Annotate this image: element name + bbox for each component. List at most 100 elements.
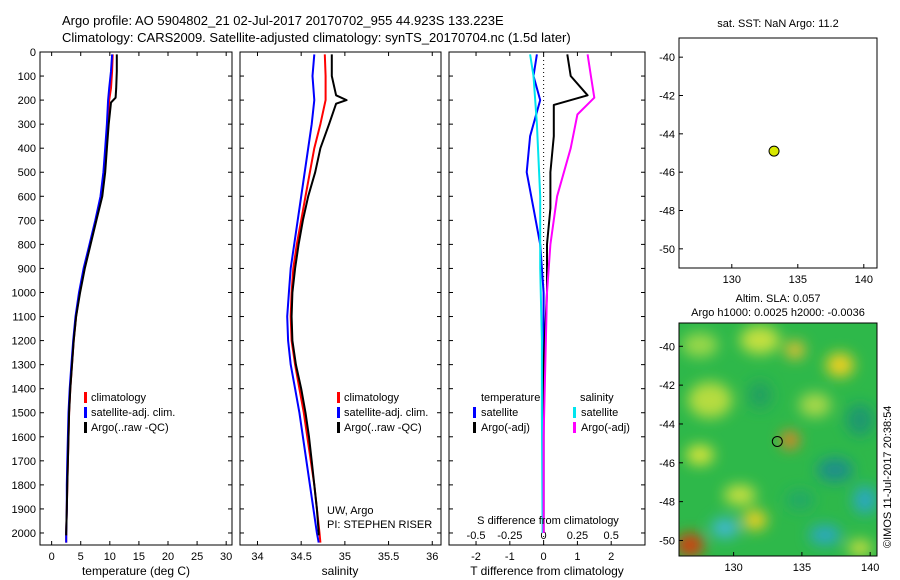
x-tick-label: 34 bbox=[251, 551, 263, 563]
legend-label-s-satellite: satellite bbox=[581, 407, 618, 419]
series-line-argo-raw-qc bbox=[290, 54, 348, 536]
legend-swatch-argo bbox=[337, 422, 340, 433]
sla-blob bbox=[853, 486, 877, 514]
sst-map-title: sat. SST: NaN Argo: 11.2 bbox=[717, 18, 838, 30]
y-tick-label: 400 bbox=[18, 143, 36, 155]
difference-top-axis-label: S difference from climatology bbox=[477, 515, 619, 527]
x-tick-label: 34.5 bbox=[290, 551, 311, 563]
x-tick-label: 135 bbox=[793, 562, 811, 574]
legend-header-temperature: temperature bbox=[481, 392, 540, 404]
sla-blob bbox=[743, 510, 767, 530]
top-tick-label: 0.5 bbox=[604, 530, 619, 542]
y-tick-label: -48 bbox=[659, 497, 675, 509]
legend-swatch-s-argo bbox=[573, 422, 576, 433]
y-tick-label: 1000 bbox=[12, 287, 36, 299]
sla-blob bbox=[786, 490, 814, 510]
y-tick-label: 1900 bbox=[12, 504, 36, 516]
legend-swatch-argo bbox=[84, 422, 87, 433]
legend-swatch-climatology bbox=[337, 392, 340, 403]
legend-label-s-argo: Argo(-adj) bbox=[581, 422, 630, 434]
temperature-xlabel: temperature (deg C) bbox=[82, 564, 190, 578]
legend-swatch-t-argo bbox=[473, 422, 476, 433]
difference-lines bbox=[525, 54, 596, 534]
x-tick-label: 2 bbox=[608, 551, 614, 563]
sla-blob bbox=[781, 431, 799, 449]
sla-blob bbox=[686, 445, 714, 465]
argo-position-marker bbox=[771, 435, 783, 447]
y-tick-label: 1800 bbox=[12, 480, 36, 492]
sla-blob bbox=[688, 382, 732, 418]
legend-swatch-satellite bbox=[337, 407, 340, 418]
legend-label-satellite: satellite-adj. clim. bbox=[91, 407, 175, 419]
y-tick-label: 0 bbox=[30, 47, 36, 59]
argo-position-marker bbox=[768, 145, 780, 157]
series-line-argo-raw-qc bbox=[65, 54, 118, 536]
salinity-lines bbox=[286, 54, 348, 543]
x-tick-label: 0 bbox=[49, 551, 55, 563]
x-tick-label: 1 bbox=[574, 551, 580, 563]
y-tick-label: 1200 bbox=[12, 336, 36, 348]
sla-blob bbox=[711, 518, 739, 538]
legend-label-satellite: satellite-adj. clim. bbox=[344, 407, 428, 419]
series-line-satellite-adj-clim bbox=[286, 54, 320, 543]
difference-xlabel: T difference from climatology bbox=[470, 564, 624, 578]
sst-map-points bbox=[768, 145, 780, 157]
sla-blob bbox=[682, 333, 718, 357]
series-line-argo-adj bbox=[542, 54, 596, 533]
legend-label-climatology: climatology bbox=[344, 392, 400, 404]
sst-map-panel: sat. SST: NaN Argo: 11.2 130 135 140 -40 -42… bbox=[659, 18, 878, 286]
y-tick-label: -46 bbox=[659, 167, 675, 179]
x-tick-label: 35 bbox=[339, 551, 351, 563]
y-tick-label: 500 bbox=[18, 167, 36, 179]
y-tick-label: 300 bbox=[18, 119, 36, 131]
salinity-axes-frame bbox=[239, 51, 442, 546]
x-tick-label: 36 bbox=[426, 551, 438, 563]
legend-swatch-satellite bbox=[84, 407, 87, 418]
y-tick-label: 900 bbox=[18, 263, 36, 275]
top-tick-label: 0.25 bbox=[567, 530, 588, 542]
y-tick-label: -40 bbox=[659, 341, 675, 353]
figure-title-line2: Climatology: CARS2009. Satellite-adjuste… bbox=[62, 30, 571, 45]
sla-map-title-line1: Altim. SLA: 0.057 bbox=[736, 293, 821, 305]
y-tick-label: -46 bbox=[659, 458, 675, 470]
y-tick-label: -40 bbox=[659, 52, 675, 64]
x-tick-label: 140 bbox=[861, 562, 879, 574]
y-tick-label: -48 bbox=[659, 206, 675, 218]
x-tick-label: 0 bbox=[541, 551, 547, 563]
sla-map-title-line2: Argo h1000: 0.0025 h2000: -0.0036 bbox=[691, 307, 865, 319]
y-tick-label: -44 bbox=[659, 419, 675, 431]
y-tick-label: 1100 bbox=[12, 312, 36, 324]
y-tick-label: 1400 bbox=[12, 384, 36, 396]
sla-blob bbox=[679, 533, 704, 556]
temperature-legend: climatology satellite-adj. clim. Argo(..… bbox=[84, 392, 175, 434]
top-tick-label: -0.5 bbox=[467, 530, 486, 542]
y-tick-label: 800 bbox=[18, 239, 36, 251]
sla-blob bbox=[817, 458, 853, 482]
x-tick-label: 130 bbox=[723, 274, 741, 286]
y-tick-label: 200 bbox=[18, 95, 36, 107]
x-tick-label: 135 bbox=[789, 274, 807, 286]
sla-blob bbox=[846, 404, 874, 436]
temperature-panel: 0100200300400500600700800900100011001200… bbox=[12, 47, 233, 578]
legend-swatch-t-satellite bbox=[473, 407, 476, 418]
salinity-xlabel: salinity bbox=[322, 564, 359, 578]
salinity-legend: climatology satellite-adj. clim. Argo(..… bbox=[337, 392, 428, 434]
sst-map-ticks: 130 135 140 -40 -42 -44 -46 -48 -50 bbox=[659, 52, 873, 286]
sla-map-ticks: 130 135 140 -40 -42 -44 -46 -48 -50 bbox=[659, 341, 879, 574]
y-tick-label: 1700 bbox=[12, 456, 36, 468]
y-tick-label: -42 bbox=[659, 380, 675, 392]
sla-heatmap bbox=[679, 323, 877, 556]
temperature-axes-frame bbox=[39, 51, 233, 546]
x-tick-label: 25 bbox=[191, 551, 203, 563]
y-tick-label: 1500 bbox=[12, 408, 36, 420]
y-tick-label: 2000 bbox=[12, 528, 36, 540]
x-tick-label: -1 bbox=[505, 551, 515, 563]
legend-label-t-argo: Argo(-adj) bbox=[481, 422, 530, 434]
legend-swatch-s-satellite bbox=[573, 407, 576, 418]
legend-swatch-climatology bbox=[84, 392, 87, 403]
x-tick-label: 35.5 bbox=[378, 551, 399, 563]
sla-blob bbox=[799, 393, 831, 417]
y-tick-label: 600 bbox=[18, 191, 36, 203]
y-tick-label: -50 bbox=[659, 535, 675, 547]
